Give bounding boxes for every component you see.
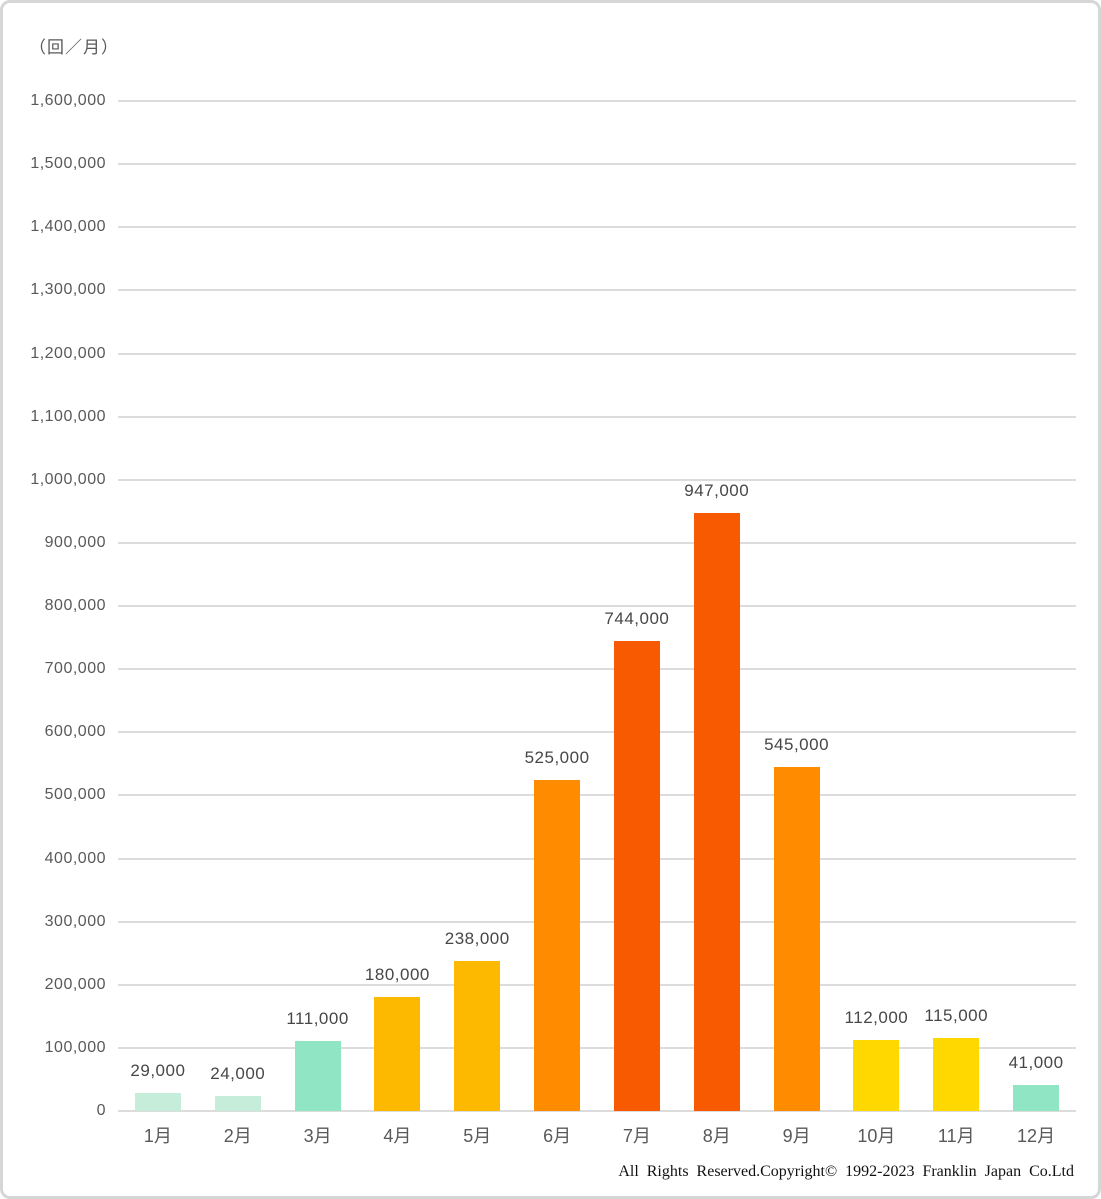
bar: [773, 766, 820, 1111]
gridline: [118, 352, 1076, 355]
y-axis-tick-label: 900,000: [44, 533, 106, 551]
bar: [214, 1095, 261, 1111]
bar-value-label: 947,000: [684, 481, 750, 501]
bar-value-label: 744,000: [604, 609, 670, 629]
bar: [374, 997, 421, 1111]
gridline: [118, 541, 1076, 544]
bar-value-label: 41,000: [1008, 1053, 1064, 1073]
bar: [534, 779, 581, 1111]
gridline: [118, 1046, 1076, 1049]
gridline: [118, 1110, 1076, 1112]
bar: [933, 1038, 980, 1111]
y-axis-tick-label: 0: [96, 1102, 106, 1119]
y-axis-tick-label: 1,000,000: [30, 470, 106, 488]
gridline: [118, 163, 1076, 166]
y-axis-tick-label: 500,000: [44, 786, 106, 804]
x-axis-tick-label: 6月: [543, 1126, 572, 1146]
gridline: [118, 478, 1076, 481]
gridline: [118, 731, 1076, 734]
y-axis-tick-label: 1,600,000: [30, 92, 106, 109]
bar-value-label: 115,000: [924, 1006, 989, 1026]
y-axis-tick-label: 800,000: [44, 597, 106, 614]
x-axis-tick-label: 1月: [143, 1126, 172, 1146]
x-axis-tick-label: 4月: [383, 1126, 412, 1146]
x-axis-tick-label: 12月: [1017, 1126, 1056, 1146]
bar: [134, 1092, 181, 1111]
copyright-text: All Rights Reserved.Copyright© 1992-2023…: [618, 1163, 1074, 1180]
gridline: [118, 794, 1076, 797]
y-axis-unit-label: （回／月）: [29, 38, 119, 57]
y-axis-tick-label: 1,300,000: [30, 281, 106, 299]
y-axis-tick-label: 400,000: [44, 849, 106, 867]
x-axis-tick-label: 7月: [622, 1126, 651, 1146]
y-axis-tick-label: 700,000: [44, 660, 106, 678]
bar-value-label: 29,000: [130, 1060, 186, 1080]
bar: [613, 641, 660, 1111]
bar-value-label: 111,000: [286, 1008, 349, 1028]
gridline: [118, 920, 1076, 923]
x-axis-tick-label: 5月: [463, 1126, 492, 1146]
y-axis-tick-label: 1,500,000: [30, 155, 106, 173]
x-axis-tick-label: 11月: [937, 1126, 975, 1146]
gridline: [118, 415, 1076, 418]
bar: [454, 960, 501, 1111]
gridline: [118, 668, 1076, 671]
bar-value-label: 545,000: [764, 734, 830, 754]
y-axis-tick-label: 100,000: [44, 1038, 106, 1056]
bar: [693, 513, 740, 1111]
bar: [1013, 1085, 1060, 1111]
gridline: [118, 857, 1076, 860]
bar-value-label: 112,000: [844, 1008, 909, 1028]
gridline: [118, 289, 1076, 292]
bar-value-label: 238,000: [444, 928, 510, 948]
x-axis-tick-label: 10月: [857, 1126, 896, 1146]
x-axis-tick-label: 9月: [782, 1126, 811, 1146]
x-axis-tick-label: 3月: [303, 1126, 332, 1146]
y-axis-tick-label: 1,400,000: [30, 218, 106, 236]
bar-value-label: 24,000: [210, 1063, 266, 1083]
bar-value-label: 180,000: [364, 965, 430, 985]
y-axis-tick-label: 200,000: [44, 975, 106, 993]
y-axis-tick-label: 1,100,000: [30, 407, 106, 425]
gridline: [118, 983, 1076, 986]
x-axis-tick-label: 2月: [223, 1126, 252, 1146]
gridline: [118, 226, 1076, 229]
bar: [294, 1040, 341, 1111]
x-axis-tick-label: 8月: [702, 1126, 731, 1146]
y-axis-tick-label: 300,000: [44, 912, 106, 930]
bar-value-label: 525,000: [524, 747, 590, 767]
y-axis-tick-label: 600,000: [44, 723, 106, 741]
y-axis-tick-label: 1,200,000: [30, 344, 106, 362]
bar: [853, 1040, 900, 1111]
gridline: [118, 100, 1076, 102]
plot-area: 0 100,000 200,000 300,000 400,000 500,000 600,…: [3, 3, 1098, 1196]
gridline: [118, 605, 1076, 607]
